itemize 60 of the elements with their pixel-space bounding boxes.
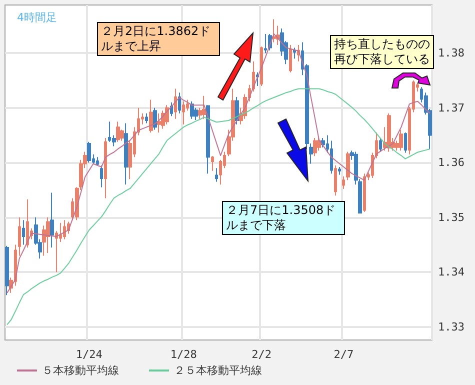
y-tick-label: 1.35 (438, 210, 464, 224)
candlestick (206, 104, 210, 174)
candlestick (399, 129, 403, 152)
candlestick (124, 122, 128, 186)
candlestick (387, 112, 391, 152)
candlestick (404, 132, 407, 154)
candlestick (149, 99, 153, 134)
legend-label: ２５本移動平均線 (174, 364, 262, 377)
candlestick (116, 121, 120, 142)
candlestick (363, 173, 366, 212)
candlestick (313, 138, 317, 157)
candlestick (260, 46, 263, 87)
candlestick (50, 192, 54, 248)
candlestick (145, 112, 148, 124)
candlestick (272, 18, 276, 43)
y-tick-label: 1.34 (438, 266, 465, 279)
candlestick (5, 245, 9, 296)
line-series (6, 88, 430, 326)
legend-label: ５本移動平均線 (42, 364, 119, 377)
candlestick (18, 216, 21, 256)
candlestick (338, 166, 341, 176)
candlestick (100, 164, 103, 188)
candlestick (87, 141, 91, 164)
candlestick (22, 220, 25, 246)
candlestick (182, 100, 185, 125)
y-tick-label: 1.36 (438, 156, 464, 170)
candlestick (153, 107, 157, 130)
y-tick-label: 1.33 (438, 320, 464, 334)
candlestick (293, 47, 296, 60)
candlestick (235, 96, 239, 125)
x-tick-label: 1/28 (170, 348, 197, 361)
candlestick (211, 156, 214, 172)
y-tick-label: 1.38 (438, 46, 464, 60)
annotation: 持ち直したものの再び下落している (330, 35, 434, 69)
x-tick-label: 1/24 (76, 348, 103, 361)
candlestick (215, 168, 218, 182)
candlestick (174, 88, 177, 120)
candlestick (264, 34, 267, 54)
candlestick (256, 72, 259, 87)
candlestick (342, 176, 345, 190)
candlestick (104, 138, 107, 199)
candlestick (157, 112, 161, 134)
candlestick (46, 216, 50, 254)
candlestick (379, 138, 382, 152)
y-tick-label: 1.37 (438, 101, 464, 114)
candlestick (165, 104, 169, 125)
candlestick (63, 220, 66, 240)
x-tick-label: 2/2 (252, 348, 272, 361)
annotation: ２月7日に1.3508ドルまで下落 (222, 201, 346, 235)
candlestick (289, 44, 292, 73)
candlestick (202, 95, 206, 120)
candlestick (346, 151, 350, 181)
candlestick (190, 100, 194, 120)
candlestick (178, 92, 181, 114)
text: 4時間足 (17, 11, 57, 24)
candlestick (96, 156, 99, 166)
candlestick (334, 164, 337, 196)
x-tick-label: 2/7 (334, 348, 354, 361)
candlestick (26, 198, 29, 248)
annotation: ２月2日に1.3862ドルまで上昇 (97, 22, 220, 56)
